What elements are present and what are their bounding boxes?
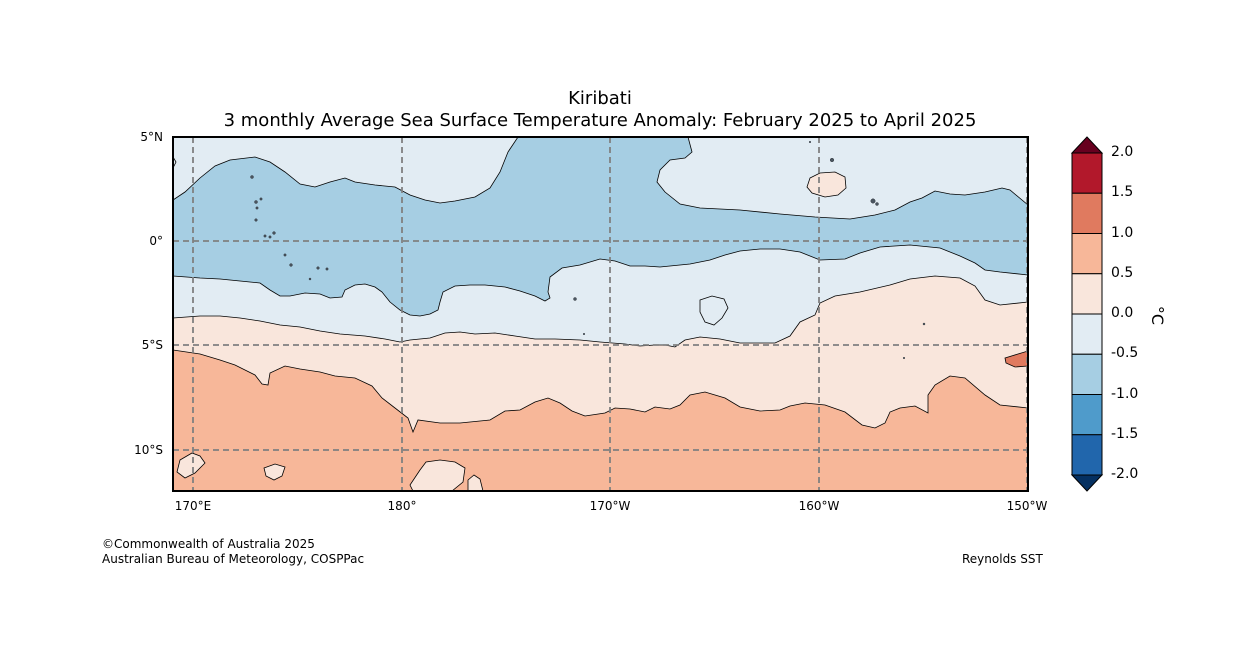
band-neg1.0-neg0.5 <box>173 137 1028 317</box>
warm-patch-sw2 <box>263 463 286 481</box>
lon-label: 150°W <box>1006 499 1048 513</box>
colorbar-segment <box>1071 434 1103 476</box>
map-title: Kiribati <box>568 88 632 109</box>
warm-patch-s2 <box>467 474 484 491</box>
colorbar-tick-label: 0.5 <box>1111 265 1134 281</box>
colorbar <box>1070 136 1104 492</box>
warm-patch <box>806 171 847 198</box>
colorbar-segment <box>1071 152 1103 194</box>
lon-label: 170°E <box>174 499 212 513</box>
warm-patch-e <box>1004 350 1028 368</box>
colorbar-tick-label: -1.0 <box>1111 386 1139 402</box>
warm-patch-s1 <box>409 459 466 491</box>
colorbar-arrow-min <box>1070 474 1104 492</box>
colorbar-segment <box>1071 192 1103 234</box>
colorbar-unit: °C <box>1148 305 1168 326</box>
colorbar-tick-label: 0.0 <box>1111 305 1134 321</box>
colorbar-arrow-max <box>1070 136 1104 154</box>
island-group <box>250 140 926 360</box>
source-text: Reynolds SST <box>962 552 1043 566</box>
lon-label: 160°W <box>798 499 840 513</box>
cool-patch <box>699 295 729 326</box>
lon-label: 180° <box>387 499 417 513</box>
map-subtitle: 3 monthly Average Sea Surface Temperatur… <box>223 110 977 131</box>
lat-label: 0° <box>149 234 163 248</box>
lat-label: 5°N <box>140 130 163 144</box>
colorbar-tick-label: -2.0 <box>1111 466 1139 482</box>
gridlines <box>173 137 1028 491</box>
colorbar-segment <box>1071 353 1103 395</box>
agency-text: Australian Bureau of Meteorology, COSPPa… <box>102 552 365 566</box>
colorbar-tick-label: 2.0 <box>1111 144 1134 160</box>
lat-label: 5°S <box>141 338 163 352</box>
colorbar-tick-label: 1.5 <box>1111 184 1134 200</box>
colorbar-tick-label: -0.5 <box>1111 345 1139 361</box>
colorbar-segment <box>1071 313 1103 355</box>
colorbar-segment <box>1071 273 1103 315</box>
colorbar-segment <box>1071 394 1103 436</box>
copyright-text: ©Commonwealth of Australia 2025 <box>102 537 315 551</box>
lat-label: 10°S <box>134 443 163 457</box>
warm-patch-sw1 <box>176 452 206 479</box>
colorbar-tick-label: -1.5 <box>1111 426 1139 442</box>
colorbar-segment <box>1071 233 1103 275</box>
lon-label: 170°W <box>589 499 631 513</box>
map-frame <box>172 136 1029 492</box>
colorbar-tick-label: 1.0 <box>1111 225 1134 241</box>
